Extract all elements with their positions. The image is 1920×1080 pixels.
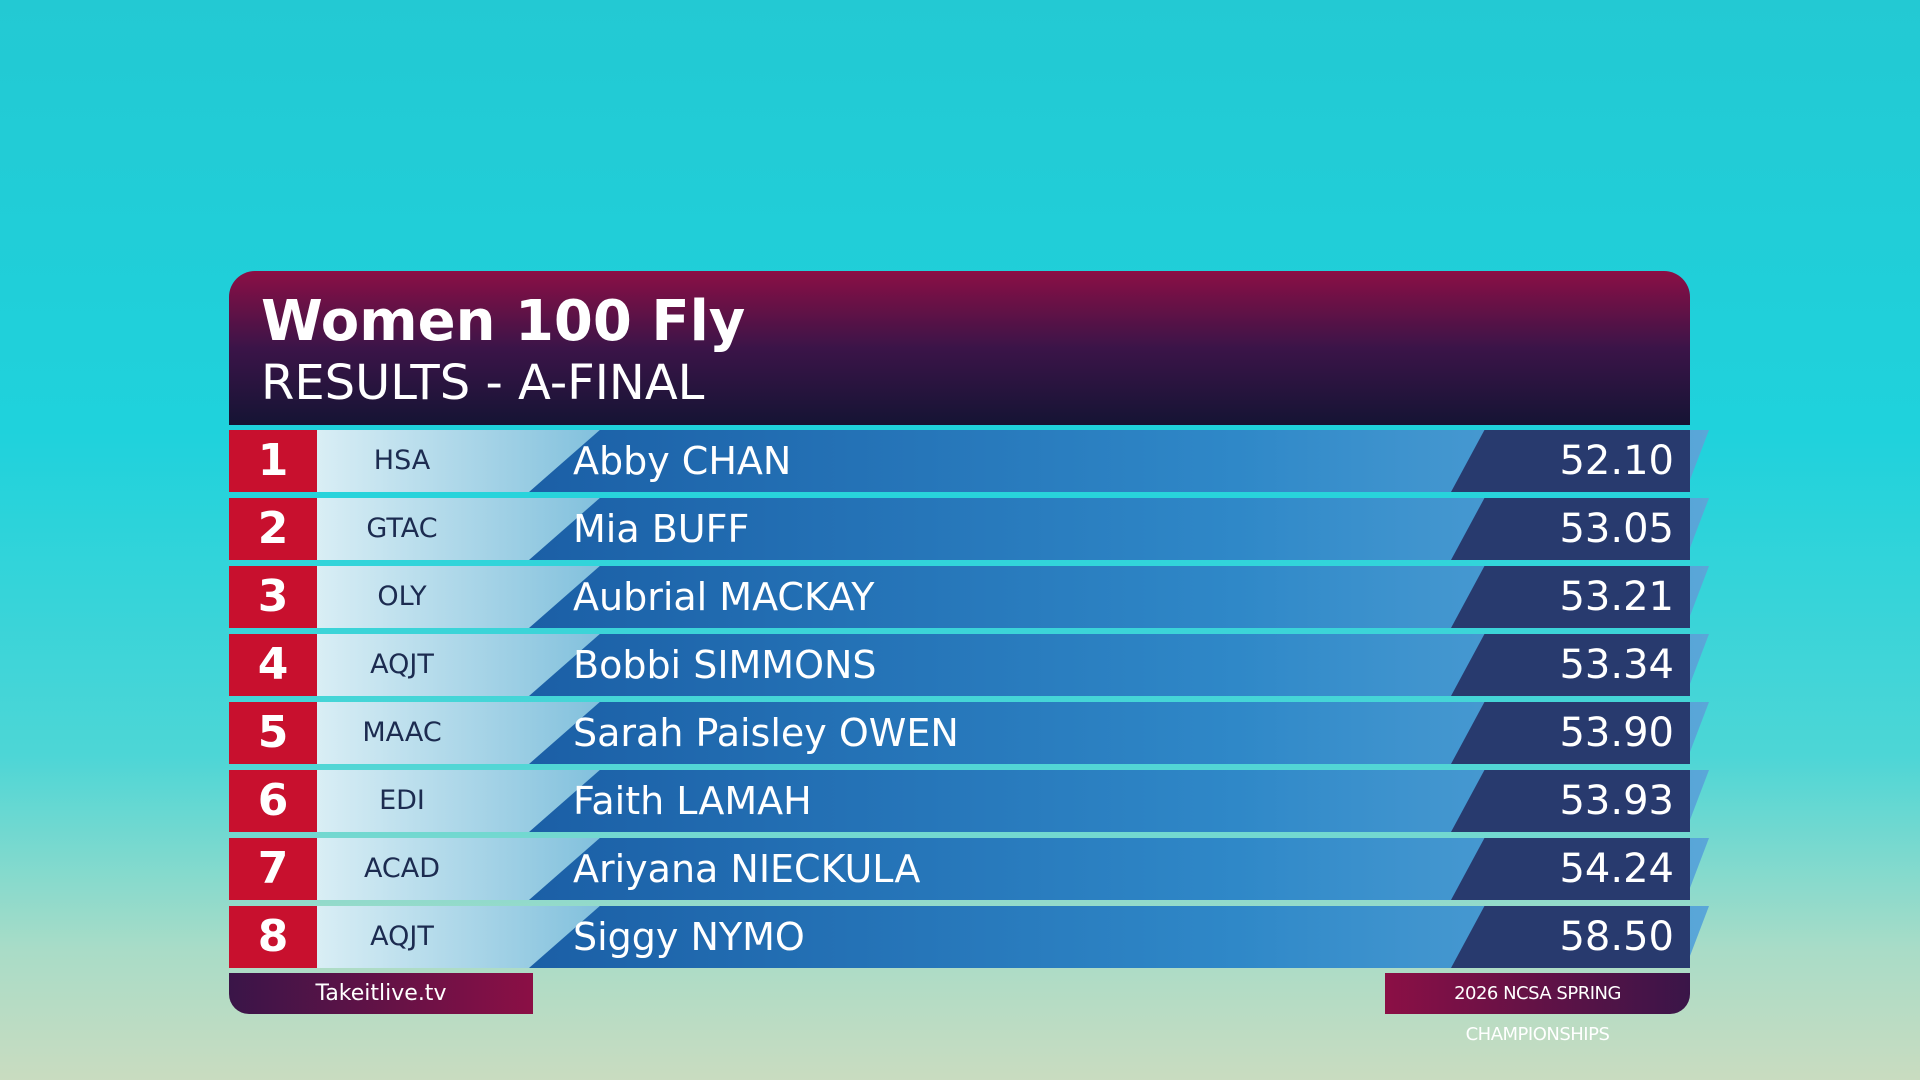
result-row: 6 EDI Faith LAMAH 53.93 (229, 770, 1709, 832)
footer-left: Takeitlive.tv (229, 973, 533, 1014)
result-row: 7 ACAD Ariyana NIECKULA 54.24 (229, 838, 1709, 900)
team: ACAD (363, 853, 441, 884)
place: 6 (229, 770, 317, 832)
time: 58.50 (1559, 914, 1674, 960)
swimmer-name: Ariyana NIECKULA (573, 847, 921, 891)
place: 4 (229, 634, 317, 696)
time-background (1451, 838, 1690, 900)
result-row: 3 OLY Aubrial MACKAY 53.21 (229, 566, 1709, 628)
result-row: 2 GTAC Mia BUFF 53.05 (229, 498, 1709, 560)
result-row: 8 AQJT Siggy NYMO 58.50 (229, 906, 1709, 968)
swimmer-name: Siggy NYMO (573, 915, 805, 959)
time: 52.10 (1559, 438, 1674, 484)
place: 3 (229, 566, 317, 628)
time-background (1451, 906, 1690, 968)
time-background (1451, 498, 1690, 560)
time-background (1451, 770, 1690, 832)
result-row: 1 HSA Abby CHAN 52.10 (229, 430, 1709, 492)
time-background (1451, 702, 1690, 764)
team: AQJT (370, 921, 434, 952)
place: 5 (229, 702, 317, 764)
team: MAAC (362, 717, 442, 748)
team: GTAC (366, 513, 438, 544)
team: HSA (373, 445, 431, 476)
team: OLY (377, 581, 427, 612)
time: 53.21 (1559, 574, 1674, 620)
place: 8 (229, 906, 317, 968)
swimmer-name: Sarah Paisley OWEN (573, 711, 959, 755)
swimmer-name: Bobbi SIMMONS (573, 643, 877, 687)
place: 2 (229, 498, 317, 560)
subtitle: RESULTS - A-FINAL (261, 355, 705, 411)
time-background (1451, 430, 1690, 492)
time-background (1451, 566, 1690, 628)
footer-right: 2026 NCSA SPRING CHAMPIONSHIPS (1385, 973, 1690, 1045)
swimmer-name: Faith LAMAH (573, 779, 812, 823)
time: 53.05 (1559, 506, 1674, 552)
header: Women 100 Fly RESULTS - A-FINAL (229, 271, 1690, 425)
place: 1 (229, 430, 317, 492)
time-background (1451, 634, 1690, 696)
swimmer-name: Mia BUFF (573, 507, 750, 551)
place: 7 (229, 838, 317, 900)
swimmer-name: Aubrial MACKAY (573, 575, 875, 619)
time: 53.34 (1559, 642, 1674, 688)
result-row: 5 MAAC Sarah Paisley OWEN 53.90 (229, 702, 1709, 764)
team: AQJT (370, 649, 434, 680)
team: EDI (379, 785, 425, 816)
time: 53.93 (1559, 778, 1674, 824)
time: 53.90 (1559, 710, 1674, 756)
title: Women 100 Fly (261, 289, 746, 354)
result-row: 4 AQJT Bobbi SIMMONS 53.34 (229, 634, 1709, 696)
time: 54.24 (1559, 846, 1674, 892)
swimmer-name: Abby CHAN (573, 439, 792, 483)
